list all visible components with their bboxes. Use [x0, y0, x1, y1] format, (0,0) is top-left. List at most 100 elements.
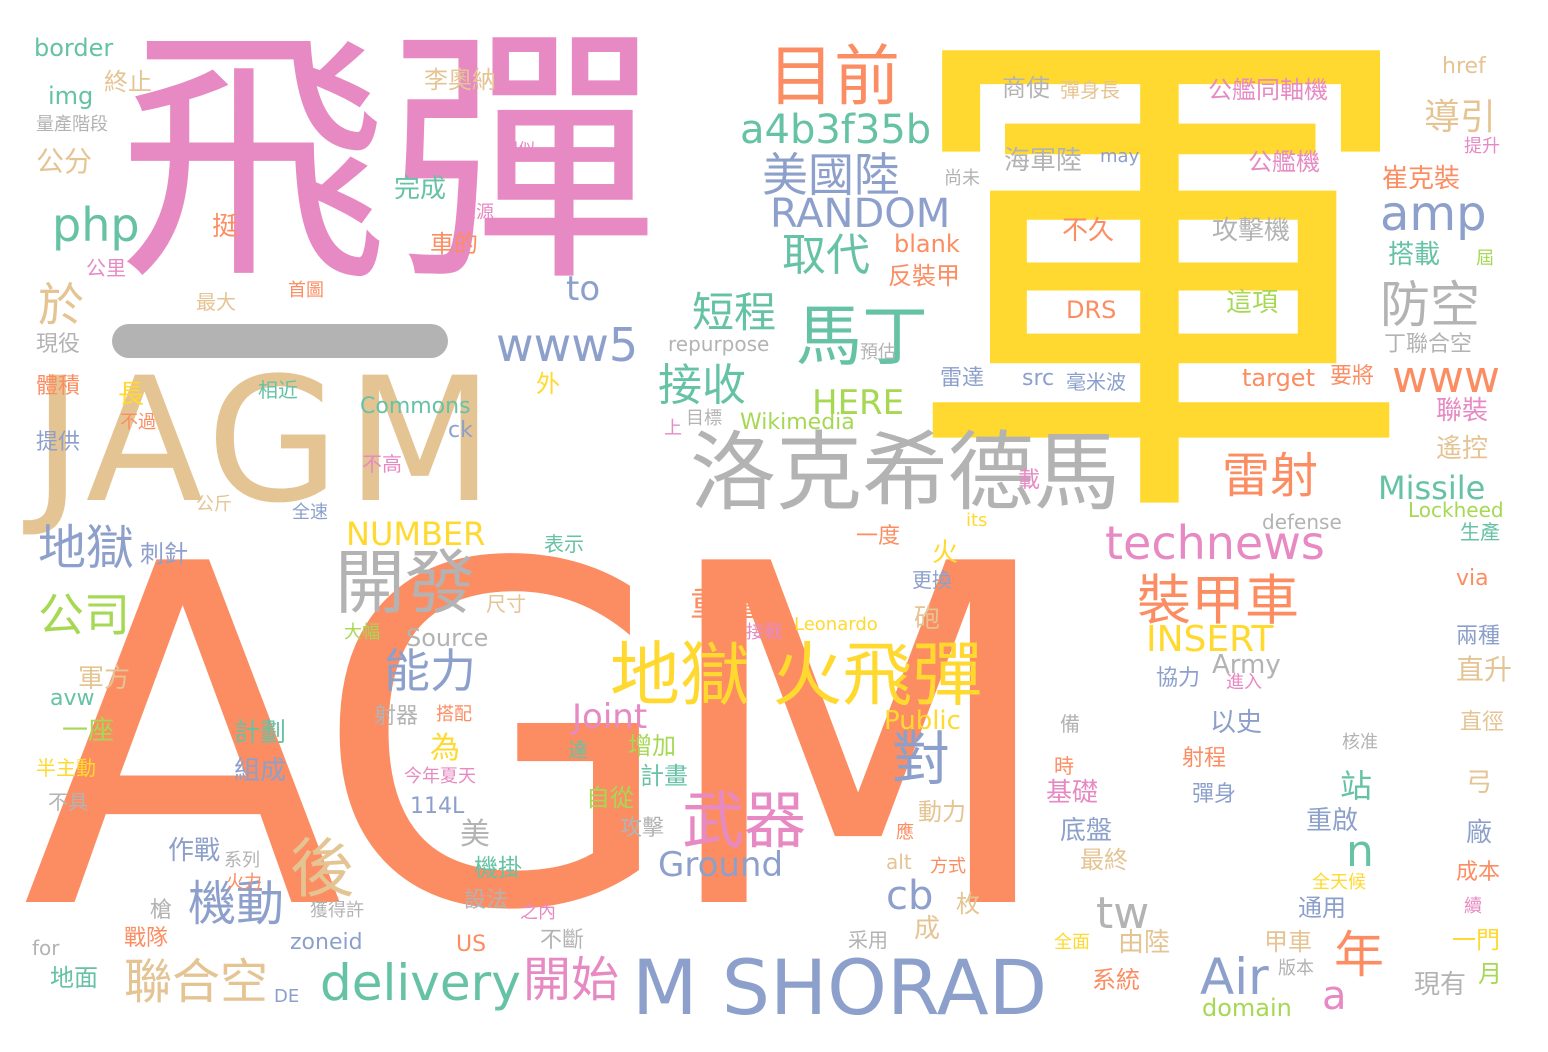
- cloud-word: 完成: [394, 174, 447, 204]
- cloud-word: www5: [496, 318, 639, 372]
- cloud-word: 毫米波: [1066, 370, 1126, 394]
- cloud-word: HERE: [812, 383, 905, 423]
- cloud-word: defense: [1262, 510, 1342, 534]
- cloud-word: 射器: [374, 704, 419, 729]
- cloud-word: AGM: [22, 466, 1061, 1013]
- cloud-word: to: [566, 269, 601, 309]
- cloud-word: 現有: [1414, 970, 1467, 1000]
- cloud-word: 相近: [258, 378, 298, 402]
- cloud-word: 廠: [1466, 818, 1493, 848]
- cloud-word: 預估: [860, 342, 896, 363]
- cloud-word: 火力: [226, 872, 262, 893]
- cloud-word: 114L: [410, 794, 465, 819]
- cloud-word: 武器: [682, 784, 807, 857]
- cloud-word: Ground: [658, 845, 784, 885]
- cloud-word: 砲: [914, 604, 941, 634]
- cloud-word: 現役: [36, 332, 81, 357]
- cloud-word: alt: [886, 850, 912, 874]
- cloud-word: 飛彈: [118, 3, 658, 318]
- cloud-word: its: [966, 510, 988, 531]
- cloud-word: M SHORAD: [632, 943, 1048, 1032]
- cloud-word: 外: [536, 370, 560, 398]
- cloud-word: DRS: [1066, 296, 1117, 324]
- cloud-word: INSERT: [1146, 619, 1274, 660]
- cloud-word: 生產: [1460, 520, 1500, 544]
- cloud-word: 聯合空: [124, 954, 269, 1010]
- cloud-word: RANDOM: [770, 191, 951, 237]
- cloud-word: 不具: [48, 790, 88, 814]
- cloud-word: Lockheed: [1408, 498, 1504, 522]
- cloud-word: 車的: [430, 230, 478, 258]
- cloud-word: 能力: [384, 644, 476, 698]
- cloud-word: img: [48, 82, 94, 110]
- cloud-word: 之內: [520, 902, 556, 923]
- cloud-word: Source: [406, 624, 489, 652]
- cloud-word: 短程: [692, 288, 777, 337]
- cloud-word: 全面: [1054, 932, 1090, 953]
- cloud-word: 來源: [458, 202, 494, 223]
- cloud-word: 系統: [1092, 966, 1140, 994]
- cloud-word: 攻擊機: [1212, 216, 1291, 246]
- cloud-word: for: [32, 936, 60, 960]
- cloud-word: 不久: [1062, 216, 1115, 246]
- cloud-word: Air: [1200, 948, 1269, 1006]
- cloud-word: 軍: [900, 0, 1420, 583]
- cloud-word: technews: [1105, 516, 1325, 570]
- cloud-word: 彈身: [1192, 782, 1237, 807]
- cloud-word: 首圖: [288, 280, 324, 301]
- cloud-word: 不斷: [540, 928, 585, 953]
- cloud-word: NUMBER: [346, 515, 486, 553]
- cloud-word: 雷達: [940, 366, 985, 391]
- cloud-word: Wikimedia: [740, 410, 855, 435]
- cloud-word: 不高: [362, 452, 402, 476]
- cloud-word: 計畫: [640, 762, 688, 790]
- cloud-word: 彈身長: [1060, 78, 1120, 102]
- cloud-word: 發: [510, 554, 534, 582]
- cloud-word: may: [1100, 146, 1140, 167]
- cloud-word: 海軍陸: [1004, 146, 1083, 176]
- cloud-word: 以史: [1210, 708, 1263, 738]
- cloud-word: 洛克希德馬: [690, 423, 1120, 523]
- cloud-word: a: [1322, 973, 1347, 1019]
- cloud-word: 這項: [1226, 288, 1279, 318]
- cloud-word: 甲車: [1264, 928, 1312, 956]
- cloud-word: 成: [914, 914, 941, 944]
- cloud-word: ck: [448, 418, 473, 443]
- cloud-word: src: [1022, 366, 1055, 391]
- cloud-word: 載: [1018, 468, 1041, 493]
- cloud-word: 一門: [1452, 926, 1500, 954]
- cloud-word: 獲得許: [310, 900, 364, 921]
- cloud-word: 兩種: [1456, 624, 1501, 649]
- cloud-word: 尚未: [944, 168, 980, 189]
- cloud-word: 開始: [523, 952, 620, 1008]
- cloud-word: 取代: [782, 230, 870, 281]
- cloud-word: 要將: [1330, 364, 1375, 389]
- cloud-word: 直升: [1456, 653, 1513, 686]
- cloud-word: 裝甲車: [1137, 569, 1299, 632]
- cloud-word: 機掛: [474, 854, 522, 882]
- cloud-word: 站: [1340, 767, 1373, 805]
- cloud-word: 核准: [1342, 732, 1378, 753]
- cloud-word: 公艦機: [1248, 148, 1320, 176]
- cloud-word: 表示: [544, 532, 584, 556]
- cloud-word: 開發: [335, 542, 475, 624]
- cloud-word: 公斤: [196, 494, 232, 515]
- cloud-word: 增加: [628, 732, 676, 760]
- cloud-word: 反裝甲: [888, 262, 960, 290]
- cloud-word: via: [1456, 566, 1489, 591]
- cloud-word: JAGM: [32, 340, 501, 541]
- cloud-word: Missile: [1378, 469, 1486, 507]
- cloud-word: border: [34, 34, 114, 62]
- cloud-word: 不過: [120, 412, 156, 433]
- cloud-word: 終止: [104, 68, 152, 96]
- cloud-word: 大幅: [344, 622, 380, 643]
- cloud-word: www: [1392, 352, 1500, 403]
- cloud-word: 馬丁: [796, 298, 928, 375]
- cloud-word: 射程: [1182, 746, 1227, 771]
- cloud-word: 最終: [1080, 846, 1128, 874]
- cloud-word: delivery: [320, 954, 521, 1012]
- cloud-word: Army: [1212, 650, 1281, 680]
- cloud-word: 防空: [1380, 276, 1480, 334]
- cloud-word: 目標: [686, 408, 722, 429]
- cloud-word: php: [52, 198, 140, 252]
